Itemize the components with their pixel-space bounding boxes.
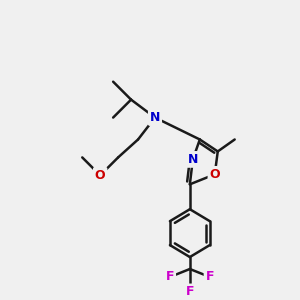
Text: F: F: [186, 285, 194, 298]
Text: O: O: [95, 169, 106, 182]
Text: N: N: [188, 153, 198, 166]
Text: F: F: [206, 271, 214, 284]
Text: N: N: [150, 111, 160, 124]
Text: F: F: [166, 271, 174, 284]
Text: O: O: [209, 168, 220, 181]
